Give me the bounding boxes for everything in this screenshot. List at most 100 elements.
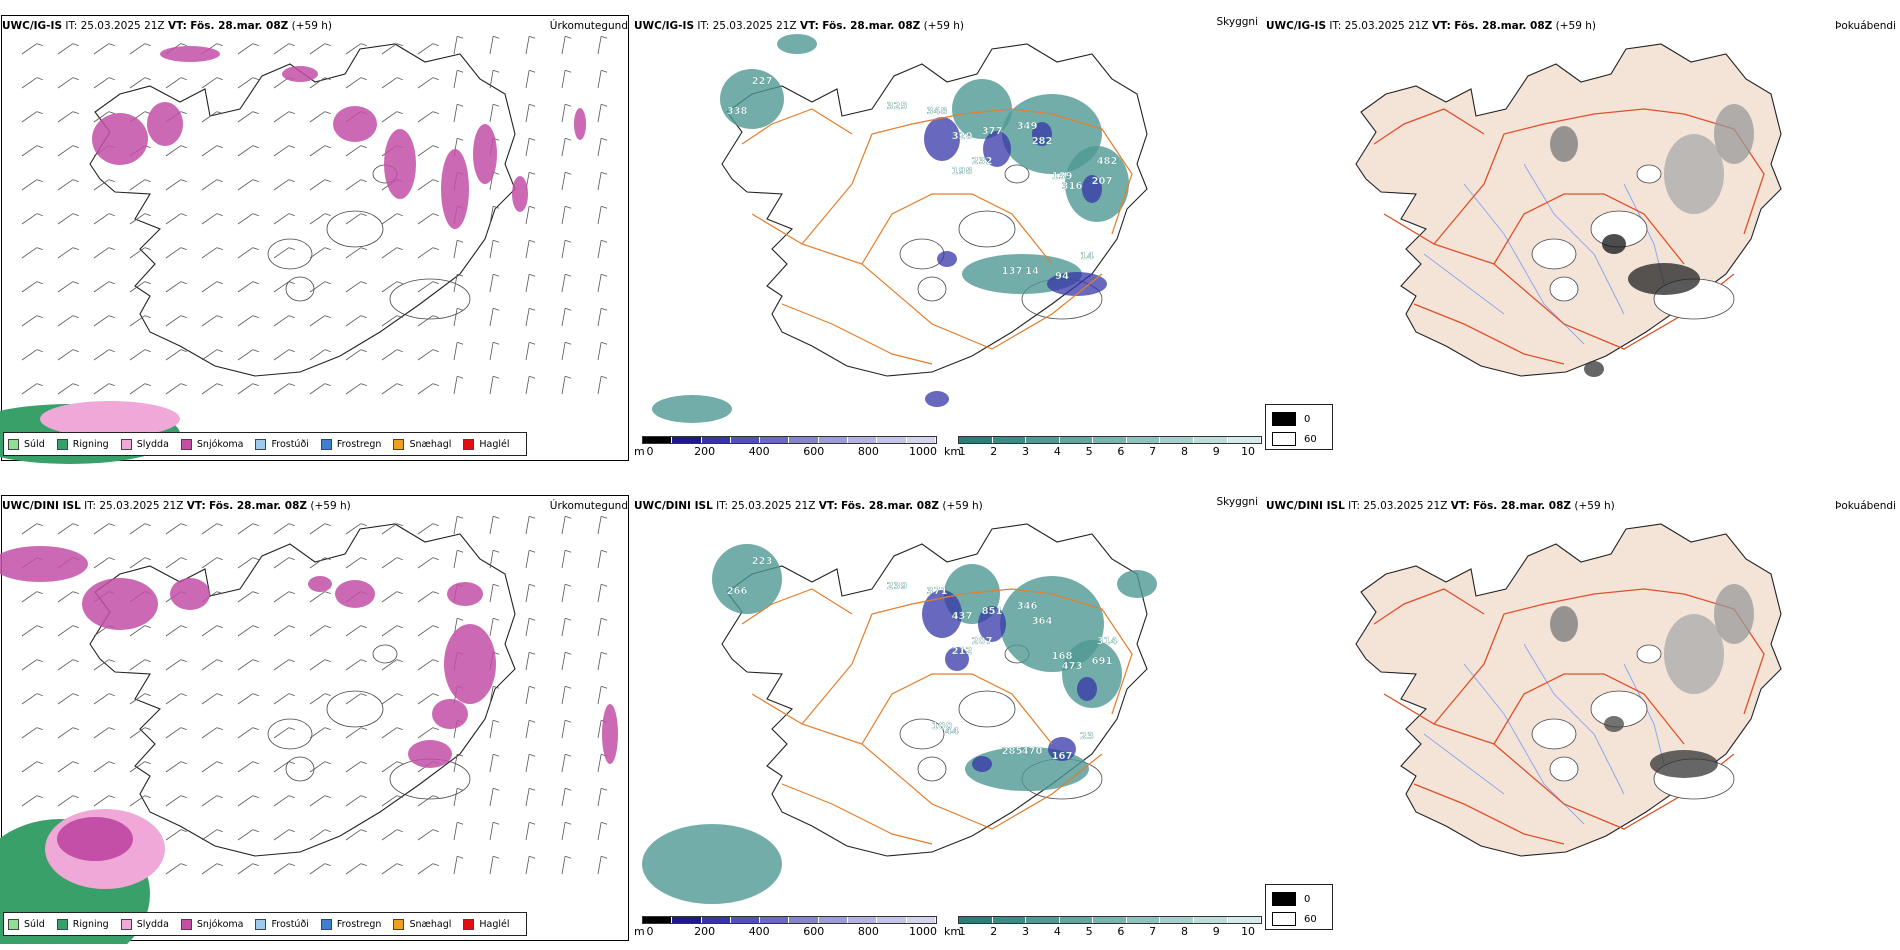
wind-barb — [309, 727, 331, 739]
legend-item: Snjókoma — [180, 918, 243, 930]
title-vt-value: Fös. 28.mar. 08Z — [190, 20, 289, 32]
wind-barb — [93, 77, 115, 89]
visibility-value-label: 482 — [1097, 156, 1118, 167]
visibility-value-label: 168 — [1052, 651, 1073, 662]
wind-barb — [21, 591, 43, 603]
wind-barb — [237, 727, 259, 739]
legend-swatch — [393, 918, 405, 930]
colorbar-segment — [1126, 917, 1161, 923]
colorbar-segment — [672, 437, 702, 443]
wind-barb — [597, 549, 608, 569]
visibility-value-label: 94 — [1055, 271, 1069, 282]
legend-swatch — [56, 438, 68, 450]
colorbar-tick: 800 — [857, 925, 879, 938]
road — [1413, 783, 1565, 845]
wind-barb — [345, 829, 367, 841]
wind-barb — [525, 205, 536, 225]
wind-barb — [489, 205, 500, 225]
title-it-value: 25.03.2025 21Z — [731, 500, 816, 512]
wind-barb — [561, 137, 572, 157]
wind-barb — [129, 43, 151, 55]
river — [1423, 733, 1505, 795]
legend-label: Slydda — [136, 438, 169, 450]
fog-legend-swatch — [1272, 432, 1296, 446]
visibility-value-label: 691 — [1092, 656, 1113, 667]
wind-barb — [273, 281, 295, 293]
precip-type-map — [0, 515, 618, 944]
wind-barb — [561, 549, 572, 569]
wind-barb — [57, 659, 79, 671]
wind-barb — [525, 515, 536, 535]
visibility-value-label: 266 — [727, 586, 748, 597]
wind-barb — [165, 693, 187, 705]
wind-barb — [525, 341, 536, 361]
wind-barb — [561, 35, 572, 55]
colorbar-segment — [701, 917, 731, 923]
wind-barb — [525, 787, 536, 807]
visibility-colorbar: 1 2 3 4 5 6 7 8 9 10 km — [944, 916, 1262, 938]
title-it-label: IT: — [1348, 500, 1361, 512]
wind-barb — [417, 727, 439, 739]
wind-barb — [561, 239, 572, 259]
legend-swatch — [120, 918, 132, 930]
wind-barb — [597, 35, 608, 55]
panel-title: UWC/DINI ISL IT: 25.03.2025 21Z VT: Fös.… — [2, 500, 351, 512]
wind-barb — [309, 659, 331, 671]
wind-barb — [489, 617, 500, 637]
wind-barb — [165, 179, 187, 191]
low-visibility-area — [777, 34, 817, 54]
visibility-value-label: 167 — [1052, 751, 1073, 762]
visibility-value-label: 14 — [1025, 266, 1039, 277]
colorbar-tick: 600 — [803, 925, 825, 938]
wind-barb — [561, 617, 572, 637]
fog-legend-swatch — [1272, 892, 1296, 906]
fog-area — [1550, 606, 1578, 642]
wind-barb — [417, 693, 439, 705]
visibility-value-label: 437 — [952, 611, 973, 622]
wind-barb — [381, 863, 403, 875]
snow-area — [384, 129, 416, 199]
wind-barb — [201, 179, 223, 191]
wind-barb — [489, 515, 500, 535]
legend-swatch — [320, 438, 332, 450]
legend-label: Súld — [24, 918, 45, 930]
wind-barb — [525, 35, 536, 55]
wind-barb — [381, 523, 403, 535]
glacier-outline — [326, 210, 384, 248]
wind-barb — [489, 273, 500, 293]
wind-barb — [21, 659, 43, 671]
wind-barb — [561, 375, 572, 395]
wind-barb — [21, 693, 43, 705]
colorbar-tick: 3 — [1022, 925, 1030, 938]
wind-barb — [57, 727, 79, 739]
wind-barb — [381, 761, 403, 773]
wind-barb — [597, 171, 608, 191]
fog-area — [1664, 134, 1724, 214]
colorbar-segment — [848, 917, 878, 923]
wind-barb — [345, 383, 367, 395]
colorbar-tick: 5 — [1085, 445, 1093, 458]
wind-barb — [453, 341, 464, 361]
glacier — [1531, 718, 1577, 750]
title-model: UWC/DINI ISL — [2, 500, 81, 512]
colorbar-segment — [992, 437, 1027, 443]
wind-barb — [561, 719, 572, 739]
wind-barb — [453, 753, 464, 773]
legend-swatch — [463, 438, 475, 450]
coastline — [89, 43, 516, 377]
snow-area — [335, 580, 375, 608]
wind-barb — [561, 787, 572, 807]
wind-barb — [345, 693, 367, 705]
snow-area — [82, 578, 158, 630]
wind-barb — [525, 307, 536, 327]
legend-item: Snjókoma — [180, 438, 243, 450]
wind-barb — [57, 213, 79, 225]
visibility-value-label: 285 — [1002, 746, 1023, 757]
low-ceiling-area — [983, 131, 1011, 167]
wind-barb — [57, 693, 79, 705]
legend-item: Frostúði — [255, 438, 309, 450]
wind-barb — [237, 43, 259, 55]
colorbar-segment — [789, 917, 819, 923]
wind-barb — [561, 753, 572, 773]
